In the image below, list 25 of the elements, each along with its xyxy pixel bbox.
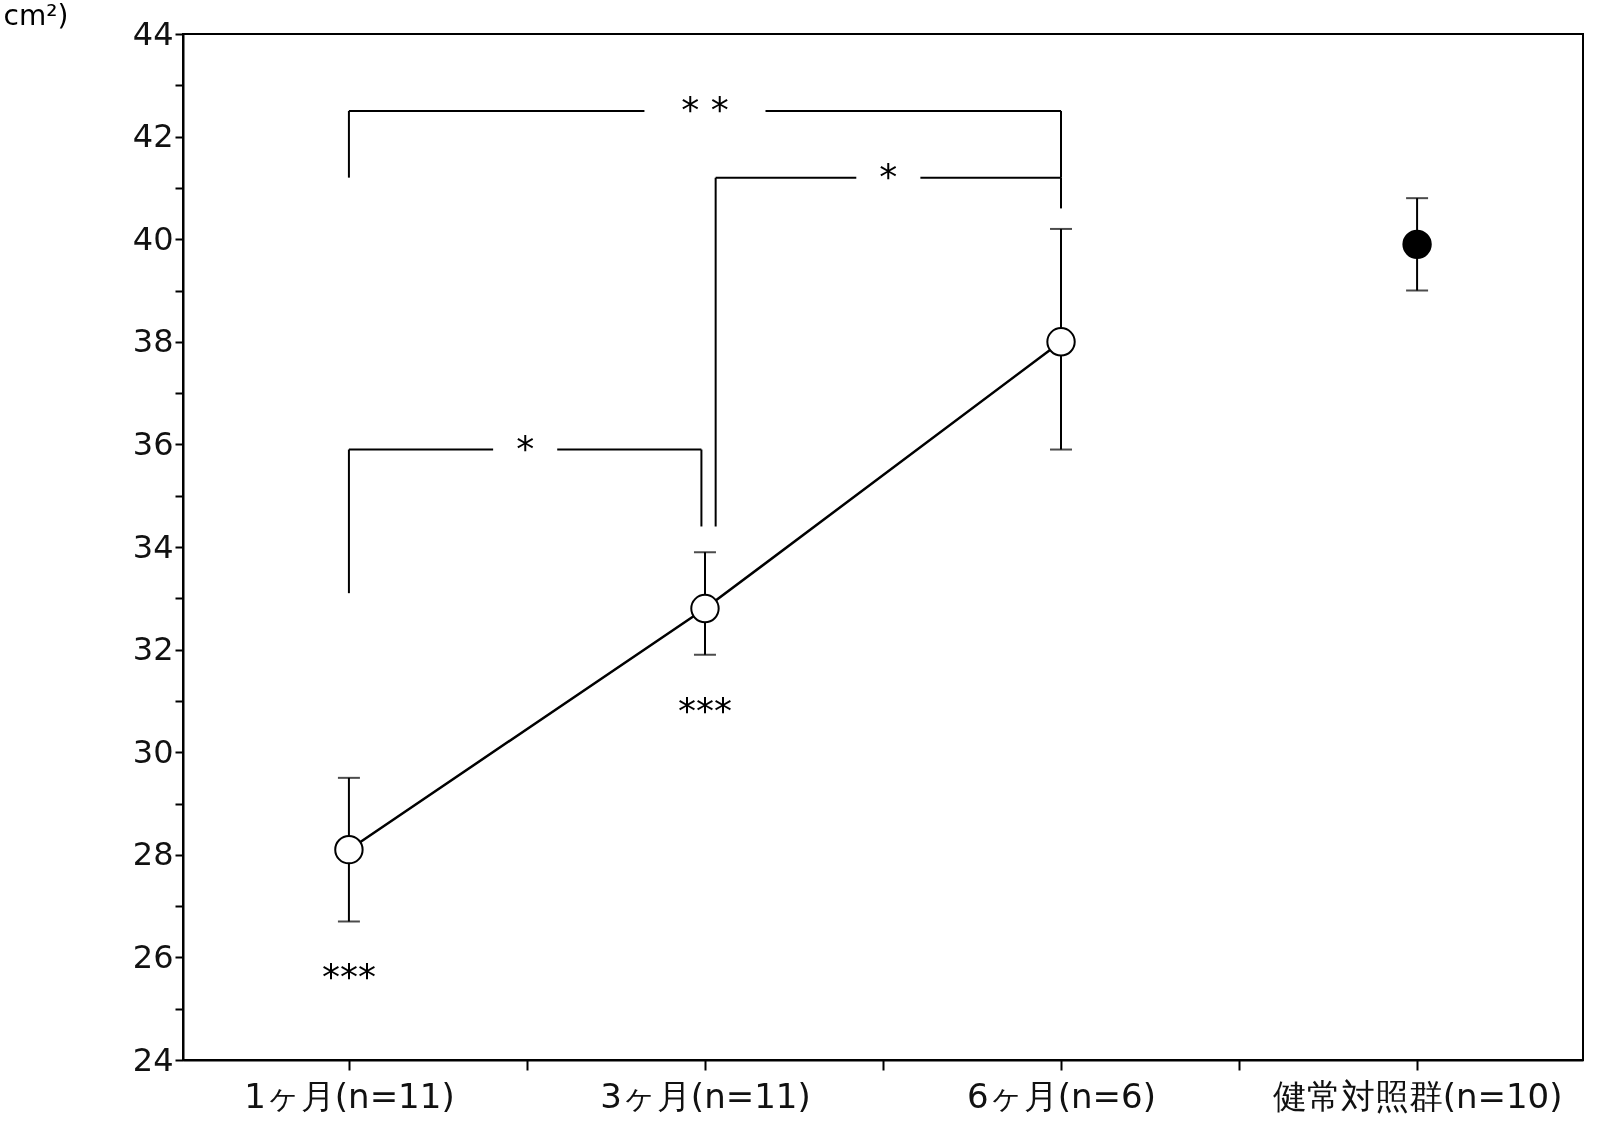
y-tick-label: 26 [132,937,174,976]
x-tick-label: 6ヶ月(n=6) [967,1075,1156,1116]
x-tick-label: 3ヶ月(n=11) [600,1075,811,1116]
point [690,593,720,624]
point [334,835,364,865]
point [1046,327,1076,357]
y-axis-title: cm²) [3,0,69,32]
y-tick-label: 44 [132,14,174,53]
y-tick-label: 42 [132,117,174,156]
x-tick-label: 健常対照群(n=10) [1272,1075,1563,1116]
y-tick-label: 28 [132,835,174,874]
y-tick-label: 40 [132,219,174,258]
y-tick-label: 38 [132,322,174,361]
y-tick-label: 30 [132,732,174,771]
y-tick-label: 34 [132,527,174,566]
y-tick-label: 36 [132,424,174,463]
y-tick-label: 32 [132,630,174,669]
annotation: *** [677,689,732,731]
annotation: * [516,427,535,469]
y-tick-label: 24 [132,1040,174,1079]
annotation: * * [681,88,729,130]
point [1402,229,1432,259]
annotation: *** [321,956,376,998]
x-tick-label: 1ヶ月(n=11) [244,1075,455,1116]
annotation: * [879,155,898,197]
